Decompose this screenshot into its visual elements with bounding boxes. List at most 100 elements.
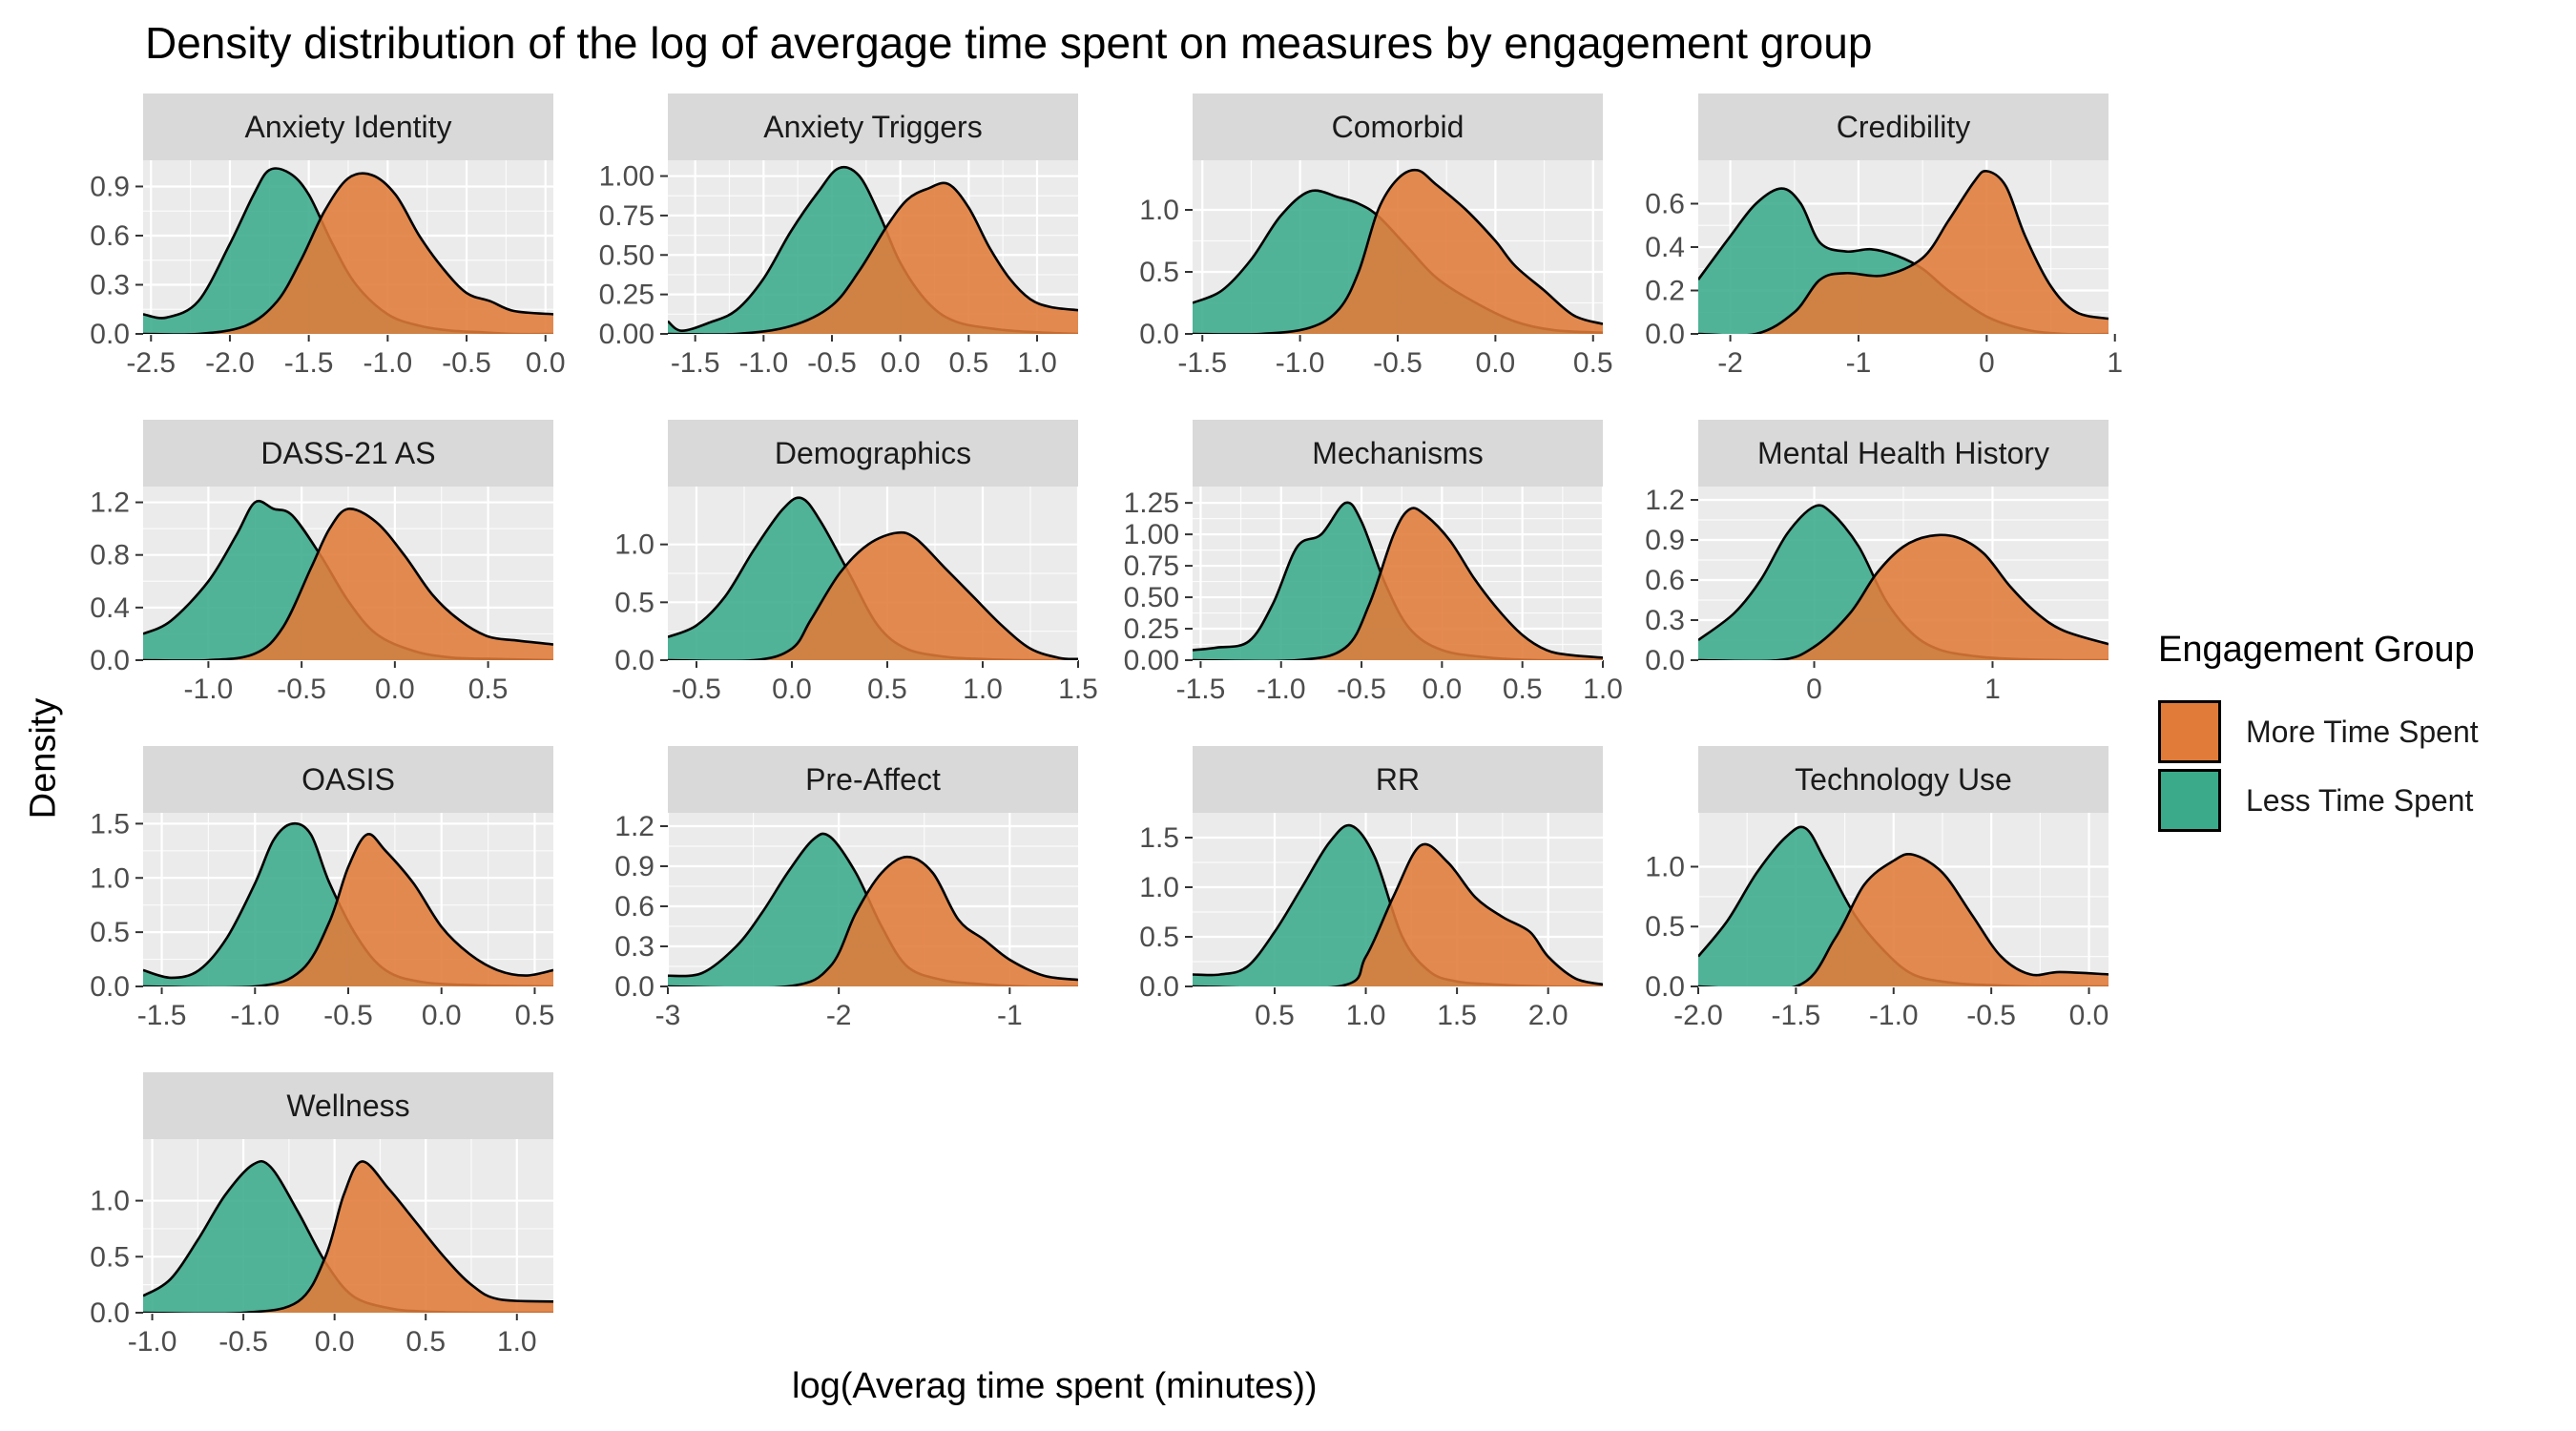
y-tick-label: 1.2 bbox=[90, 487, 130, 519]
x-tick-label: -2.0 bbox=[205, 347, 255, 379]
density-line-more bbox=[143, 172, 553, 334]
x-tick-label: -0.5 bbox=[672, 674, 721, 705]
x-tick-label: 0.5 bbox=[515, 1000, 555, 1031]
y-tick-label: 1.25 bbox=[1124, 487, 1179, 519]
y-tick-label: 0.00 bbox=[599, 319, 654, 350]
y-tick-label: 0.5 bbox=[614, 587, 654, 618]
strip-bg bbox=[1193, 746, 1603, 813]
y-tick-label: 1.0 bbox=[1139, 195, 1179, 226]
y-tick-label: 0.9 bbox=[90, 171, 130, 202]
y-tick-label: 1.0 bbox=[90, 1186, 130, 1217]
density-line-more bbox=[1698, 852, 2109, 986]
strip-bg bbox=[143, 420, 553, 487]
x-tick-label: 0.0 bbox=[2069, 1000, 2109, 1031]
density-line-more bbox=[1193, 507, 1603, 660]
x-tick-label: -0.5 bbox=[1373, 347, 1423, 379]
x-tick-label: -1.5 bbox=[284, 347, 334, 379]
panel-mechanisms: Mechanisms-1.5 -1.0 -0.5 0.0 0.5 1.00.000.250… bbox=[1124, 420, 1623, 705]
density-area-less bbox=[1698, 188, 2109, 334]
x-tick-label: -1 bbox=[997, 1000, 1023, 1031]
legend: Engagement Group More Time Spent Less Ti… bbox=[2158, 630, 2479, 835]
x-tick-label: -2.0 bbox=[1673, 1000, 1723, 1031]
y-tick-label: 1.5 bbox=[1139, 822, 1179, 854]
density-area-less bbox=[143, 1161, 553, 1313]
density-area-more bbox=[1698, 534, 2109, 660]
y-tick-label: 0.5 bbox=[1139, 257, 1179, 288]
density-layer bbox=[668, 496, 1078, 660]
density-layer bbox=[143, 500, 553, 660]
strip-label: Mental Health History bbox=[1757, 436, 2049, 470]
density-layer bbox=[1193, 501, 1603, 660]
density-line-more bbox=[143, 508, 553, 660]
y-tick-label: 0.0 bbox=[614, 971, 654, 1003]
y-tick-label: 0.0 bbox=[90, 1297, 130, 1329]
x-tick-label: 0.0 bbox=[422, 1000, 462, 1031]
strip-bg bbox=[1698, 420, 2109, 487]
density-layer bbox=[143, 821, 553, 986]
y-tick-label: 0.50 bbox=[1124, 582, 1179, 613]
density-area-more bbox=[143, 508, 553, 660]
x-tick-label: 0.0 bbox=[772, 674, 812, 705]
y-tick-label: 1.5 bbox=[90, 808, 130, 840]
y-tick-label: 0.75 bbox=[599, 200, 654, 232]
x-tick-label: 1.0 bbox=[497, 1326, 537, 1358]
y-tick-label: 1.0 bbox=[1139, 872, 1179, 903]
density-area-less bbox=[1193, 502, 1603, 660]
density-area-more bbox=[1698, 854, 2109, 986]
legend-label-more: More Time Spent bbox=[2246, 714, 2479, 749]
legend-key-more bbox=[2158, 700, 2221, 763]
density-area-more bbox=[668, 532, 1078, 660]
x-tick-label: 0.0 bbox=[526, 347, 566, 379]
panel-credibility: Credibility -2 -1 0 1 0.0 0.2 0.4 0.6 bbox=[1645, 93, 2123, 379]
x-tick-label: 0 bbox=[1979, 347, 1995, 379]
x-tick-label: 0.5 bbox=[948, 347, 988, 379]
y-tick-label: 0.0 bbox=[90, 971, 130, 1003]
density-area-less bbox=[143, 823, 553, 986]
strip-bg bbox=[143, 1072, 553, 1139]
y-tick-label: 0.3 bbox=[1645, 605, 1685, 636]
x-tick-label: -0.5 bbox=[1337, 674, 1386, 705]
density-area-more bbox=[1193, 170, 1603, 334]
density-area-more bbox=[1193, 843, 1603, 986]
x-tick-label: 0.0 bbox=[881, 347, 921, 379]
x-tick-label: 1.0 bbox=[1346, 1000, 1386, 1031]
strip-bg bbox=[1698, 93, 2109, 160]
panel-oasis: OASIS -1.5 -1.0 -0.5 0.0 0.5 0.0 0.5 1.0 1.5 bbox=[90, 746, 554, 1031]
y-tick-label: 0.0 bbox=[90, 645, 130, 676]
density-area-less bbox=[1193, 825, 1603, 986]
x-tick-label: 0.5 bbox=[468, 674, 509, 705]
strip-label: Pre-Affect bbox=[805, 762, 941, 797]
y-tick-label: 0.0 bbox=[90, 319, 130, 350]
x-tick-label: 1.0 bbox=[1017, 347, 1057, 379]
x-axis-title: log(Averag time spent (minutes)) bbox=[792, 1366, 1318, 1406]
x-tick-label: 1.0 bbox=[963, 674, 1003, 705]
density-area-less bbox=[668, 497, 1078, 660]
x-tick-label: 0.5 bbox=[867, 674, 907, 705]
density-line-more bbox=[668, 181, 1078, 334]
density-layer bbox=[668, 832, 1078, 986]
chart-title: Density distribution of the log of averg… bbox=[145, 18, 1873, 68]
y-tick-label: 0.8 bbox=[90, 540, 130, 571]
density-area-less bbox=[1698, 826, 2109, 986]
x-tick-label: 0 bbox=[1806, 674, 1822, 705]
strip-bg bbox=[1193, 420, 1603, 487]
strip-label: Mechanisms bbox=[1312, 436, 1484, 470]
panel-wellness: Wellness -1.0 -0.5 0.0 0.5 1.0 0.0 0.5 1.0 bbox=[90, 1072, 553, 1358]
x-tick-label: -1.5 bbox=[1176, 674, 1226, 705]
density-area-less bbox=[1698, 505, 2109, 660]
strip-bg bbox=[668, 746, 1078, 813]
strip-label: Comorbid bbox=[1332, 110, 1465, 144]
density-area-more bbox=[1193, 508, 1603, 660]
x-tick-label: -1.5 bbox=[1772, 1000, 1821, 1031]
density-line-more bbox=[1698, 170, 2109, 334]
y-tick-label: 0.4 bbox=[90, 592, 130, 624]
x-tick-label: 0.0 bbox=[375, 674, 415, 705]
x-tick-label: -0.5 bbox=[277, 674, 326, 705]
strip-label: RR bbox=[1376, 762, 1420, 797]
strip-label: Anxiety Triggers bbox=[763, 110, 982, 144]
strip-label: Technology Use bbox=[1795, 762, 2012, 797]
x-tick-label: -0.5 bbox=[323, 1000, 373, 1031]
y-tick-label: 1.0 bbox=[1645, 851, 1685, 882]
x-tick-label: 1 bbox=[1984, 674, 2001, 705]
